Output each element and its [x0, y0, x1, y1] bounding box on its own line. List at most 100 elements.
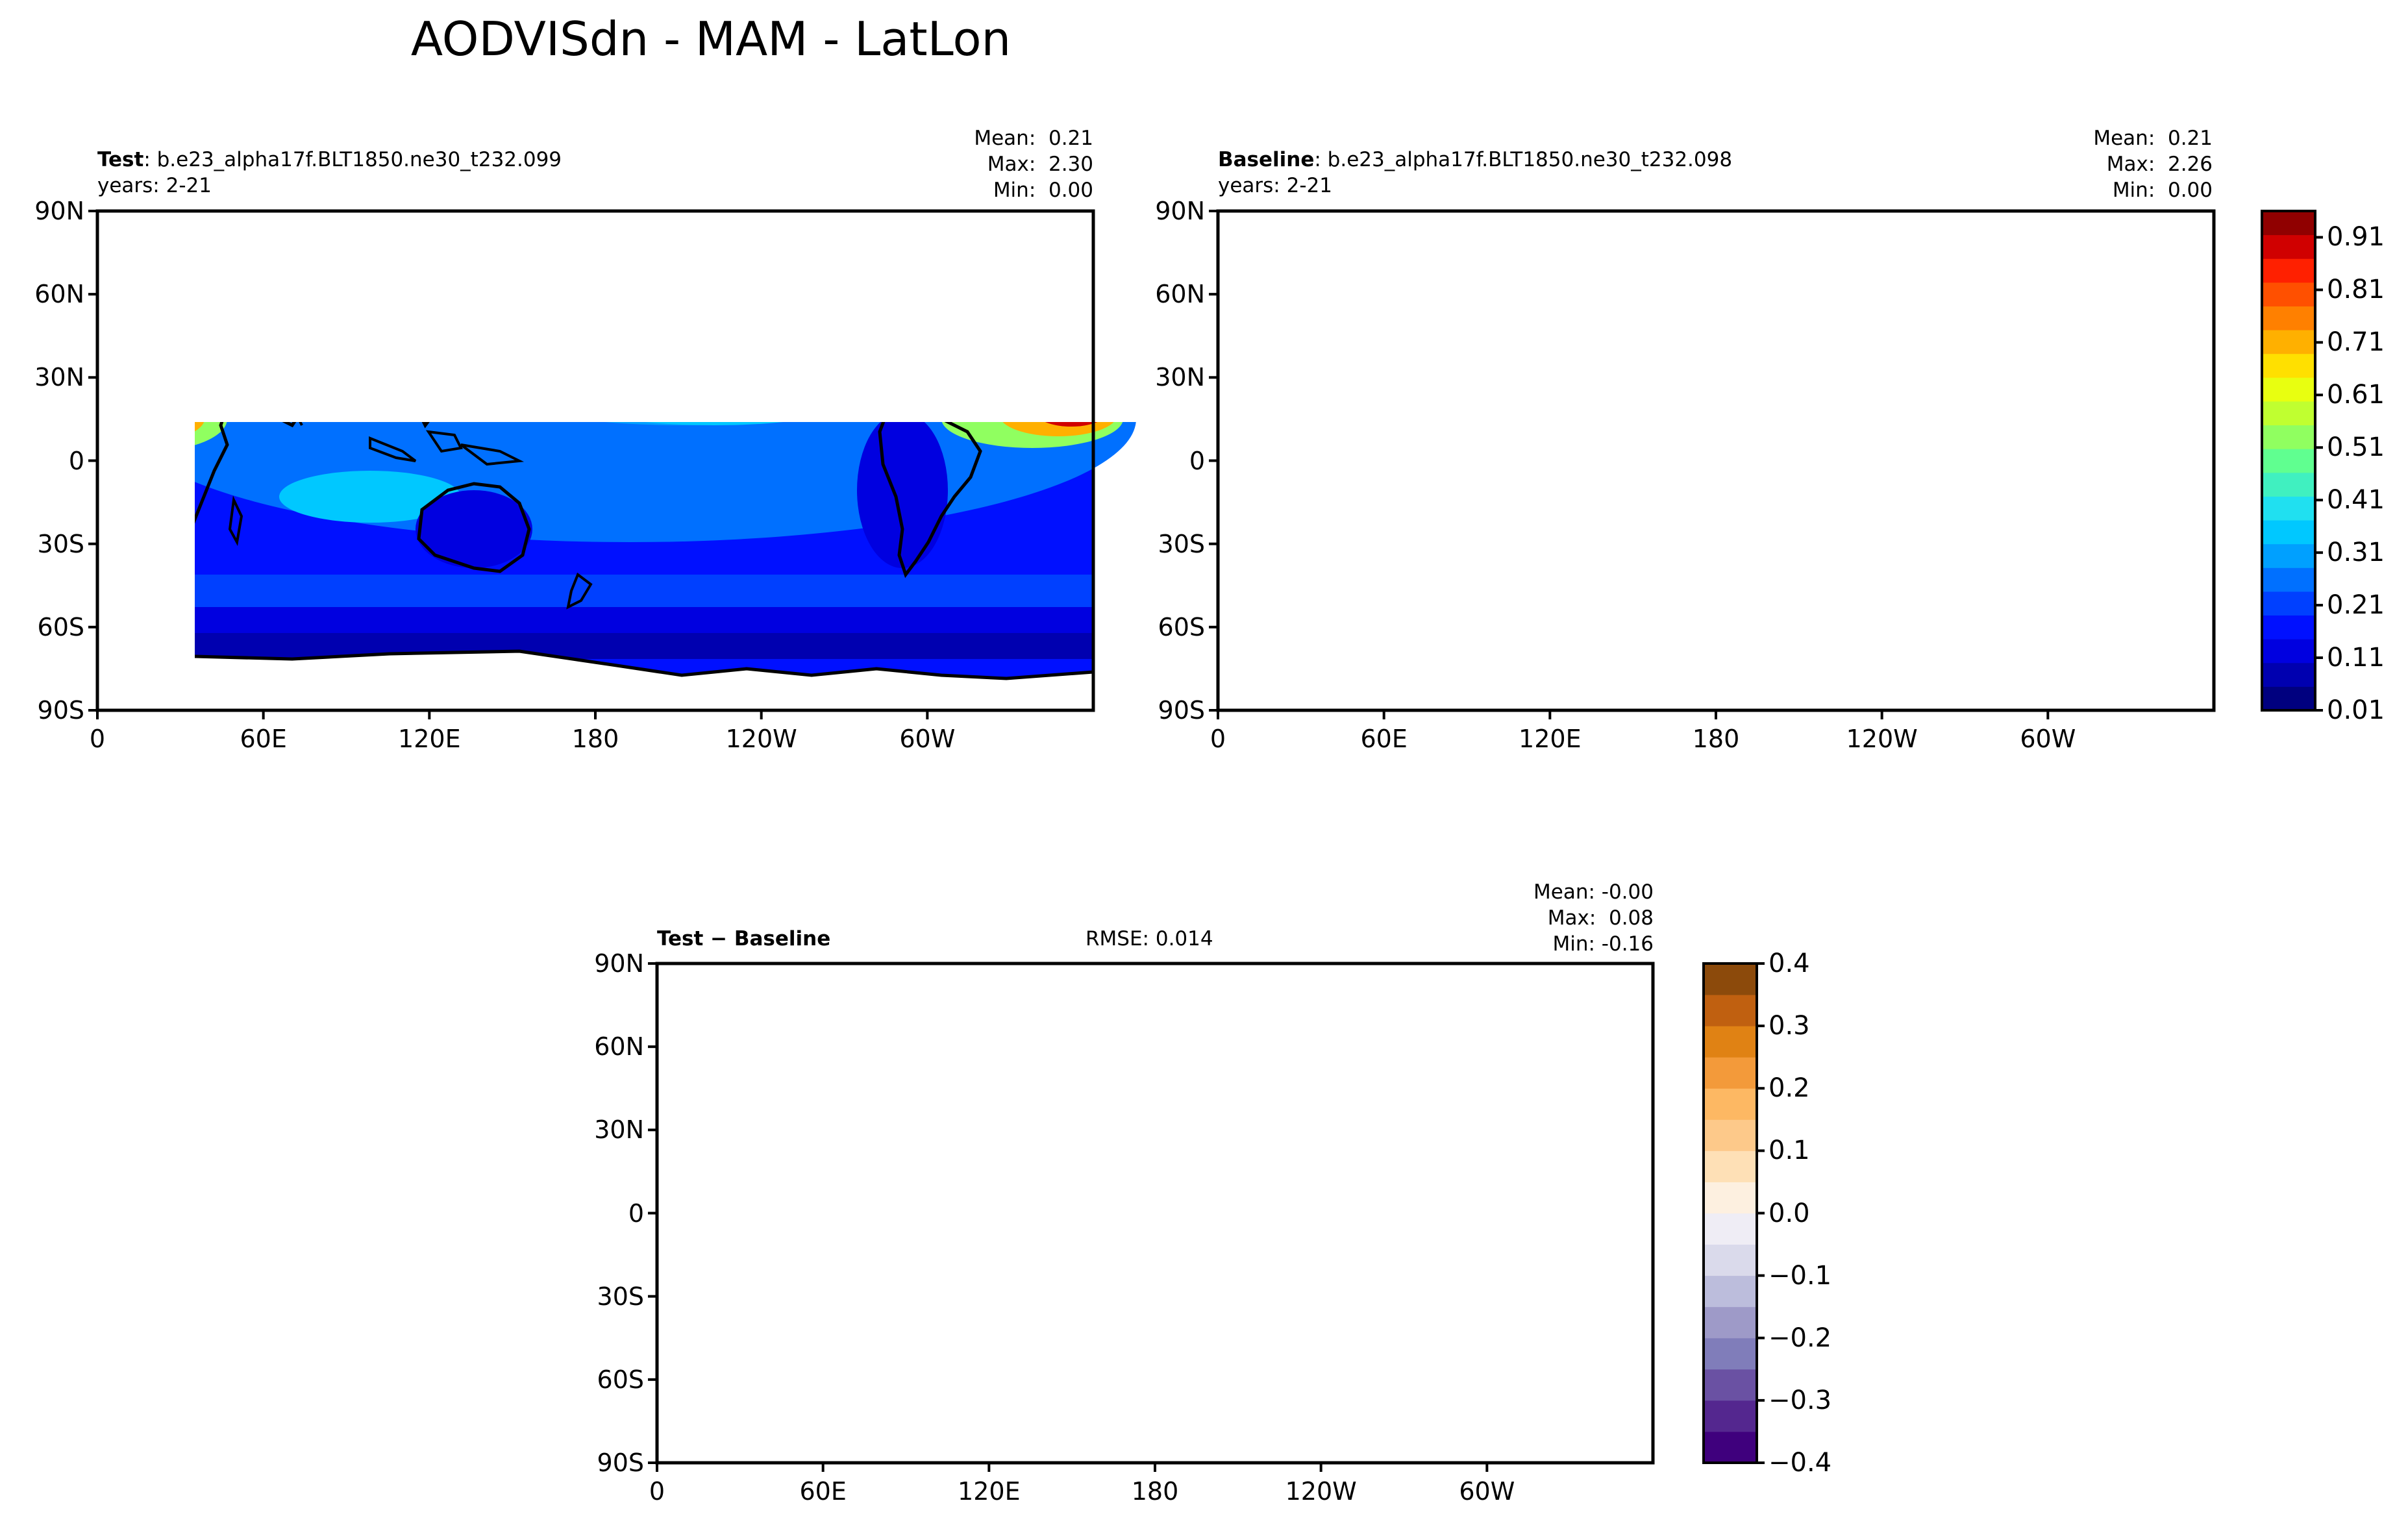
cb-main-swatch-4	[2262, 591, 2315, 616]
diff-ytick-label-5: 60S	[597, 1365, 644, 1394]
cb-diff-tick-label-3: 0.1	[1769, 1136, 1810, 1166]
field-npac	[604, 422, 759, 425]
test-xtick-label-3: 180	[571, 725, 619, 753]
field-indian-ocean	[1400, 471, 1582, 523]
test-xtick-label-4: 120W	[725, 725, 797, 753]
field-north-america	[1900, 256, 2133, 373]
diff-stat-mean: Mean: -0.00	[1533, 880, 1654, 904]
coastlines	[657, 980, 1653, 1431]
cb-diff-swatch-12	[1704, 1057, 1757, 1089]
baseline-panel-label: Baseline: b.e23_alpha17f.BLT1850.ne30_t2…	[1218, 147, 1732, 199]
field-sahara-inner	[101, 403, 185, 435]
field-southern	[657, 1379, 1653, 1463]
field-hotspot	[253, 330, 292, 345]
cb-main-swatch-8	[2262, 496, 2315, 521]
plot-frame	[1216, 209, 2216, 712]
baseline-stat-min: Min: 0.00	[2112, 179, 2213, 202]
field-south-america	[857, 422, 948, 568]
cb-diff-tick-label-1: 0.3	[1769, 1011, 1810, 1041]
cb-main-tick-label-3: 0.61	[2327, 380, 2385, 410]
field-atl-plume-inner	[2156, 398, 2228, 427]
baseline-ytick-label-0: 90N	[1155, 197, 1205, 225]
field-south-america	[1978, 412, 2068, 568]
baseline-stat-max: Max: 2.26	[2106, 153, 2213, 176]
diff-ytick-label-1: 60N	[594, 1032, 644, 1062]
field-southern-band-2	[1218, 607, 2214, 633]
cb-diff-swatch-0	[1704, 1431, 1757, 1463]
field-atlantic	[902, 302, 1110, 406]
cb-diff-tick-label-4: 0.0	[1769, 1198, 1810, 1228]
baseline-xtick-label-0: 0	[1210, 725, 1226, 753]
test-xtick-label-5: 60W	[899, 725, 956, 753]
baseline-xtick-label-1: 60E	[1360, 725, 1408, 753]
diff-stat-max: Max: 0.08	[1547, 906, 1654, 930]
cb-diff-swatch-8	[1704, 1182, 1757, 1213]
field-asia	[1426, 269, 1659, 347]
cb-main-swatch-3	[2262, 615, 2315, 640]
cb-main-swatch-10	[2262, 449, 2315, 473]
cb-diff-tick-label-2: 0.2	[1769, 1073, 1810, 1104]
cb-diff-swatch-4	[1704, 1306, 1757, 1339]
cb-main-tick-label-1: 0.81	[2327, 275, 2385, 305]
cb-diff-swatch-11	[1704, 1088, 1757, 1120]
field-sahara-outer	[1192, 386, 1348, 451]
cb-diff-swatch-1	[1704, 1400, 1757, 1432]
baseline-ytick-label-1: 60N	[1155, 280, 1205, 309]
test-ytick-label-6: 90S	[37, 696, 84, 725]
diff-stat-min: Min: -0.16	[1552, 932, 1654, 956]
field-southern-band-3	[1218, 633, 2214, 659]
field-arctic	[97, 211, 1093, 269]
cb-main-swatch-6	[2262, 543, 2315, 568]
field-patch-3	[1456, 1002, 1650, 1158]
field-australia	[1536, 490, 1653, 568]
cb-main-tick-label-0: 0.91	[2327, 222, 2385, 253]
cb-main-swatch-0	[2262, 686, 2315, 711]
diff-map	[648, 962, 1655, 1472]
test-label-bold: Test	[97, 148, 144, 171]
baseline-stat-mean: Mean: 0.21	[2093, 127, 2213, 150]
field-southern-band-1	[1218, 575, 2214, 607]
baseline-label-bold: Baseline	[1218, 148, 1315, 171]
field-atl-plume-inner	[1045, 422, 1098, 427]
diff-xtick-label-5: 60W	[1459, 1477, 1515, 1506]
cb-diff-swatch-2	[1704, 1369, 1757, 1401]
baseline-years: years: 2-21	[1218, 174, 1332, 197]
cb-diff-swatch-3	[1704, 1337, 1757, 1370]
baseline-ytick-label-6: 90S	[1158, 696, 1205, 725]
field-sahara-mid	[195, 422, 205, 432]
diff-xtick-label-2: 120E	[958, 1477, 1021, 1506]
baseline-ytick-label-3: 0	[1189, 446, 1205, 475]
field-antarctica	[1218, 651, 2214, 710]
cb-main-frame	[2261, 210, 2316, 712]
diff-ytick-label-0: 90N	[594, 949, 644, 978]
field-neg-small	[815, 1092, 836, 1108]
cb-diff-swatch-14	[1704, 995, 1757, 1026]
field-southern-band-2	[195, 607, 1093, 633]
cb-diff-swatch-9	[1704, 1150, 1757, 1182]
cb-diff-tick-label-6: −0.2	[1769, 1323, 1832, 1353]
field-asia	[305, 269, 539, 347]
test-ytick-label-2: 30N	[34, 363, 84, 392]
cb-diff-swatch-7	[1704, 1213, 1757, 1245]
field-sahara-inner	[1221, 403, 1306, 435]
cb-diff-swatch-15	[1704, 963, 1757, 995]
field-australia	[416, 490, 532, 568]
baseline-xtick-label-5: 60W	[2020, 725, 2076, 753]
field-patch-2	[683, 1230, 1021, 1282]
diff-xtick-label-4: 120W	[1285, 1477, 1357, 1506]
test-ytick-label-5: 60S	[37, 612, 84, 641]
cb-diff-swatch-6	[1704, 1244, 1757, 1276]
cb-main-tick-label-7: 0.21	[2327, 590, 2385, 621]
field-sahara-mid	[1208, 396, 1325, 441]
cb-main-swatch-2	[2262, 639, 2315, 664]
diff-ytick-label-2: 30N	[594, 1115, 644, 1145]
cb-main-swatch-16	[2262, 306, 2315, 330]
cb-main-swatch-7	[2262, 520, 2315, 545]
field-background	[1218, 211, 2214, 710]
test-panel-label: Test: b.e23_alpha17f.BLT1850.ne30_t232.0…	[97, 147, 562, 199]
baseline-ytick-label-5: 60S	[1158, 612, 1205, 641]
cb-main-swatch-17	[2262, 282, 2315, 306]
field-atl-plume-outer	[941, 422, 1123, 448]
cb-diff-swatch-5	[1704, 1275, 1757, 1308]
baseline-label-case: : b.e23_alpha17f.BLT1850.ne30_t232.098	[1314, 148, 1733, 171]
